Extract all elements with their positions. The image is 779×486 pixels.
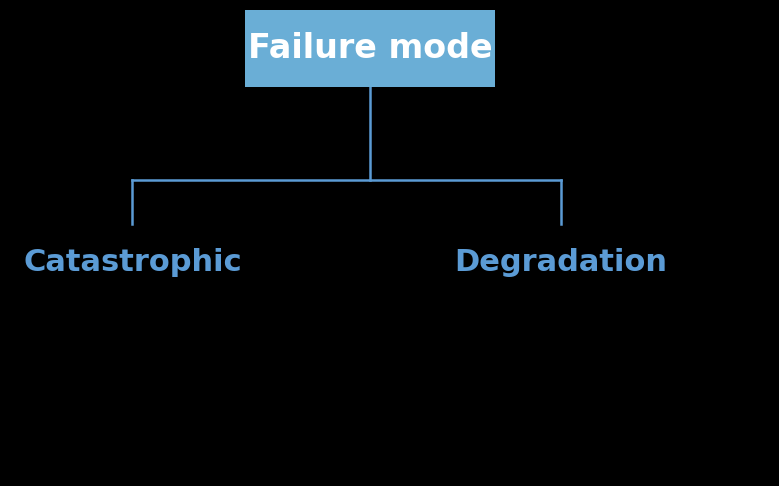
Text: Failure mode: Failure mode [248, 32, 492, 65]
Text: Degradation: Degradation [454, 248, 668, 277]
Text: Catastrophic: Catastrophic [23, 248, 241, 277]
FancyBboxPatch shape [245, 10, 495, 87]
